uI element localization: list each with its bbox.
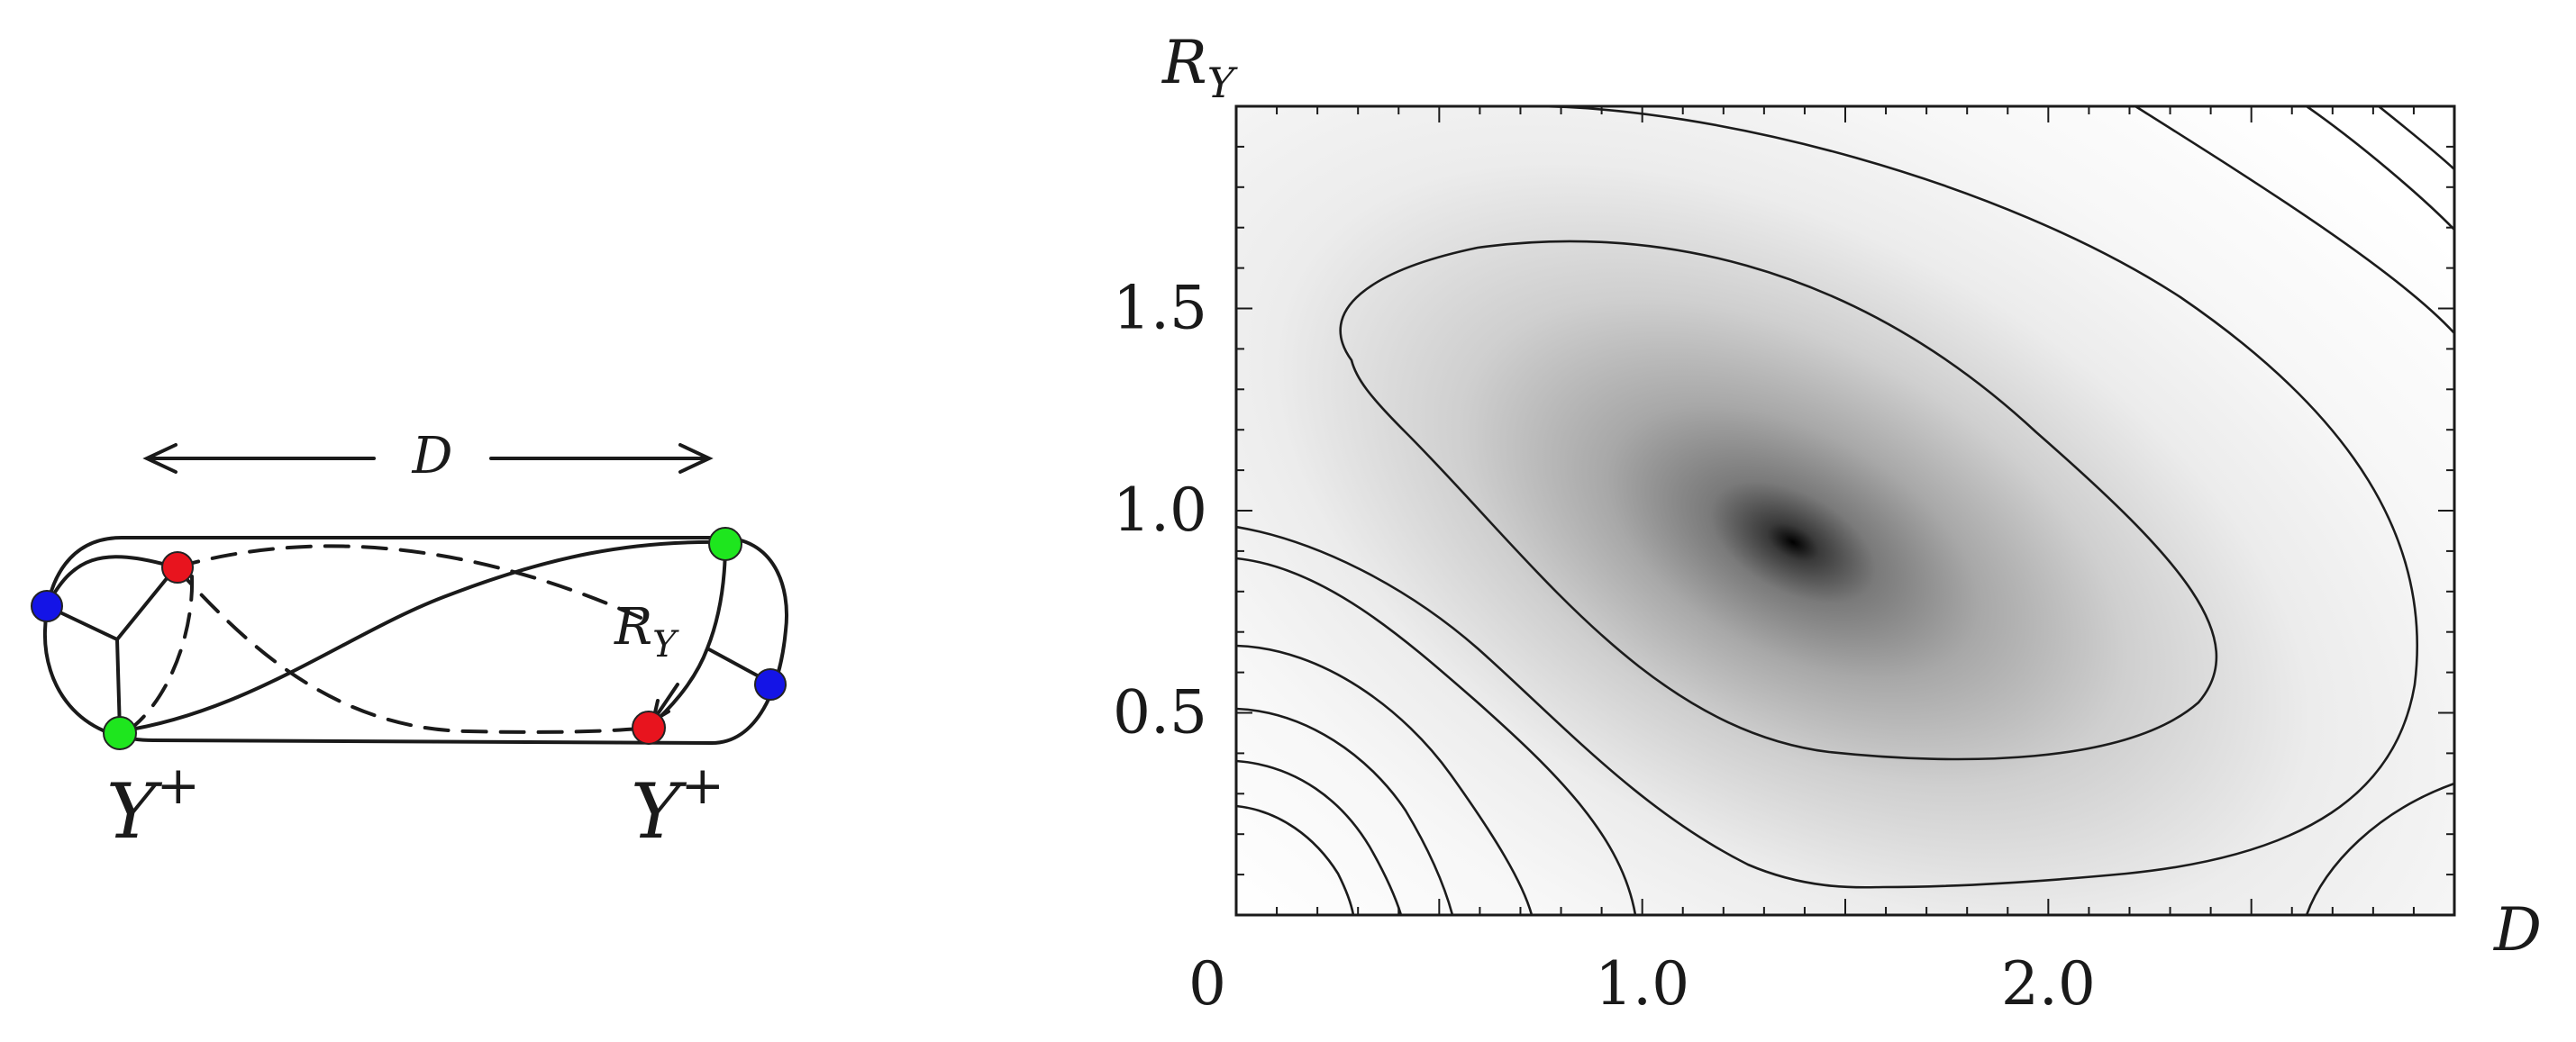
contour-corner-right [2305, 782, 2454, 915]
x-tick-label: 1.0 [1595, 949, 1689, 1019]
contour-bl-3 [1236, 707, 1454, 915]
blue-node-left [31, 590, 63, 622]
contour-plot [1234, 104, 2456, 917]
radius-label: RY [614, 598, 679, 666]
contour-bl-2 [1236, 644, 1534, 915]
green-node-right [708, 527, 742, 561]
crossing-string [118, 539, 727, 733]
contour-top-right-3 [2378, 106, 2454, 170]
contour-inner [1339, 240, 2218, 761]
x-tick-label: 2.0 [2001, 949, 2096, 1019]
y-axis-label: RY [1161, 28, 1239, 107]
flux-tube-diagram [42, 443, 788, 746]
red-node-left [161, 551, 194, 584]
contour-top-right-2 [2306, 106, 2454, 231]
y-tick-label: 1.5 [1113, 274, 1207, 343]
potential-shading [1236, 106, 2454, 915]
y-tick-label: 1.0 [1113, 476, 1207, 545]
junction-nodes [31, 527, 787, 750]
contour-outer [1236, 106, 2419, 889]
dashed-strings [133, 544, 651, 734]
left-junction [45, 555, 177, 733]
contour-bl-4 [1236, 759, 1403, 915]
contour-top-right [2135, 106, 2454, 334]
y-tick-label: 0.5 [1113, 678, 1207, 748]
contour-bl-1 [1236, 557, 1637, 915]
green-node-left [103, 716, 137, 750]
x-axis-label: D [2493, 895, 2542, 965]
red-node-right [632, 711, 666, 745]
distance-arrow [142, 443, 714, 474]
right-end-label: Y+ [631, 755, 724, 856]
tick-labels: 0 1.0 2.0 1.5 1.0 0.5 [1113, 274, 2096, 1019]
contour-bl-5 [1236, 804, 1355, 915]
distance-label: D [412, 427, 453, 485]
blue-node-right [754, 668, 787, 701]
axis-ticks [1235, 105, 2455, 916]
x-tick-label: 0 [1188, 949, 1226, 1019]
contour-lines [1236, 106, 2454, 915]
left-end-label: Y+ [106, 755, 200, 856]
